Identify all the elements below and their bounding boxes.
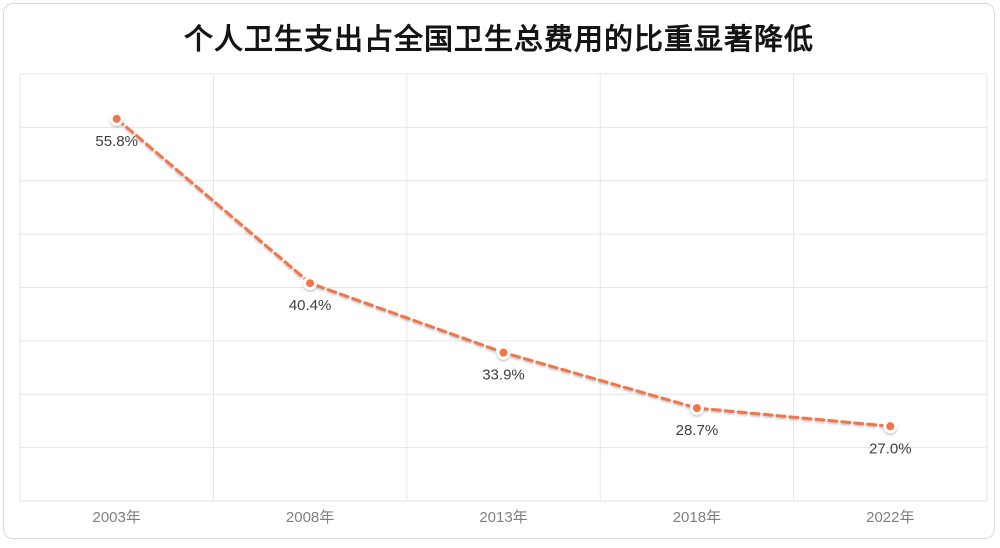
data-point-label: 28.7% — [676, 422, 719, 439]
x-axis-label: 2013年 — [479, 509, 527, 526]
data-point-label: 55.8% — [95, 133, 138, 150]
data-point-marker — [303, 276, 318, 291]
data-point-label: 33.9% — [482, 367, 525, 384]
data-point-marker — [689, 401, 704, 416]
data-point-label: 27.0% — [869, 440, 912, 457]
x-axis-label: 2003年 — [93, 509, 141, 526]
series-group — [109, 111, 898, 434]
data-point-label: 40.4% — [289, 297, 332, 314]
x-axis-label: 2018年 — [673, 509, 721, 526]
x-axis-label: 2008年 — [286, 509, 334, 526]
line-chart-canvas: 55.8% 40.4% 33.9% 28.7% 27.0% 2003年 2008年 2013年… — [19, 73, 988, 526]
x-axis-label: 2022年 — [866, 509, 914, 526]
data-point-marker — [496, 345, 511, 360]
data-point-marker — [883, 419, 898, 434]
chart-title: 个人卫生支出占全国卫生总费用的比重显著降低 — [183, 24, 814, 56]
data-point-marker — [109, 111, 124, 126]
chart-card: 个人卫生支出占全国卫生总费用的比重显著降低 55.8% 40.4% 33.9% 28.… — [3, 3, 995, 539]
